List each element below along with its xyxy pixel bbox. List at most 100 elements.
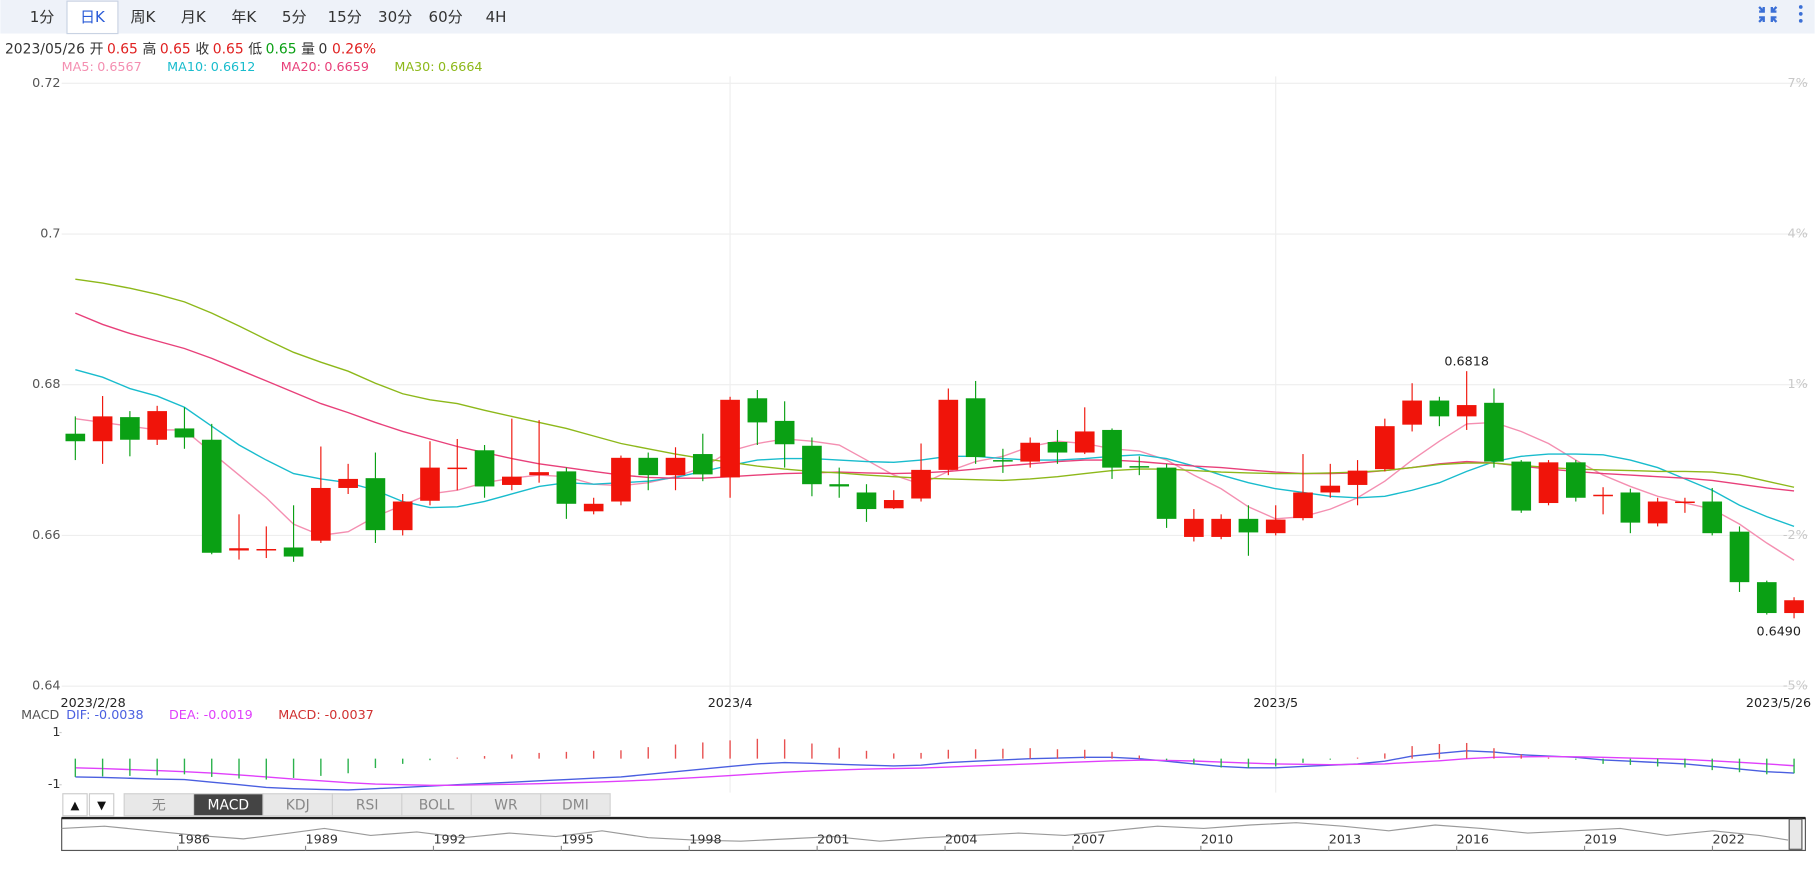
- y2-tick-label: -2%: [1783, 527, 1808, 542]
- candle-body: [802, 445, 822, 485]
- candle-body: [829, 484, 850, 487]
- candle-body: [256, 548, 277, 551]
- navigator-year: 2004: [945, 832, 977, 847]
- macd-bar: [729, 740, 731, 759]
- indicator-tab-label[interactable]: MACD: [208, 797, 250, 813]
- selected-tab-bg: [66, 0, 119, 35]
- navigator-year: 1986: [178, 832, 210, 847]
- indicator-tab-label[interactable]: RSI: [356, 797, 379, 813]
- candle-body: [502, 476, 522, 485]
- candle-body: [120, 417, 140, 440]
- ohlc-label: 量: [301, 42, 315, 58]
- period-tab[interactable]: 15分: [328, 8, 362, 26]
- period-tab[interactable]: 日K: [80, 8, 106, 26]
- candle-body: [392, 501, 413, 531]
- candle-body: [692, 454, 713, 475]
- navigator-year: 1989: [306, 832, 338, 847]
- navigator[interactable]: 1986 1989 1992 1995 1998 2001 2004 2007 2010 2013…: [61, 816, 1806, 852]
- macd-bar: [1329, 758, 1331, 760]
- candle-body: [583, 503, 604, 512]
- arrow-button[interactable]: [62, 793, 88, 817]
- ohlc-value: 0.65: [160, 42, 191, 58]
- ma-line: [75, 369, 1795, 528]
- period-tab[interactable]: 年K: [231, 8, 257, 26]
- candle-body: [1593, 494, 1613, 497]
- candle-body: [65, 433, 86, 442]
- y-tick-label: 0.7: [40, 226, 60, 241]
- indicator-tab[interactable]: [540, 793, 611, 817]
- x-tick-label: 2023/5: [1253, 695, 1298, 710]
- y-tick-label: 0.66: [32, 527, 60, 542]
- arrow-button[interactable]: [88, 793, 115, 817]
- ma-line: [75, 278, 1795, 488]
- period-tab[interactable]: 60分: [429, 8, 463, 26]
- macd-bar: [1438, 744, 1441, 759]
- y2-tick-label: -5%: [1783, 678, 1808, 693]
- candlestick-chart: 0.64 0.66 0.68 0.7 0.72 7% 4% 1% -2% -5% 2023/2/28…: [32, 59, 1811, 793]
- macd-bar: [183, 758, 186, 775]
- candle-body: [1020, 442, 1040, 462]
- candle-body: [1320, 485, 1341, 493]
- candle-body: [1211, 518, 1231, 537]
- navigator-year: 2019: [1585, 832, 1617, 847]
- candle-body: [1729, 531, 1750, 583]
- candle-body: [1265, 519, 1286, 534]
- candle-body: [1347, 470, 1368, 485]
- legend-name: MA30:: [394, 59, 434, 74]
- macd-bar: [1766, 758, 1768, 775]
- indicator-tab-label[interactable]: KDJ: [286, 797, 310, 813]
- candle-body: [1074, 431, 1095, 453]
- indicator-tab-label[interactable]: 无: [152, 797, 166, 813]
- candle-body: [993, 460, 1013, 462]
- y-tick-label: 0.64: [32, 678, 60, 693]
- candle-body: [1102, 429, 1122, 468]
- ohlc-value: 0.65: [213, 42, 244, 58]
- period-tab[interactable]: 月K: [181, 8, 207, 26]
- period-tab[interactable]: 1分: [30, 8, 55, 26]
- ohlc-label: 收: [195, 42, 209, 58]
- macd-bar: [74, 758, 77, 777]
- navigator-handle[interactable]: [1788, 818, 1803, 850]
- candle-body: [1456, 405, 1477, 417]
- legend-value: 0.6664: [438, 59, 483, 74]
- candle-body: [1702, 501, 1723, 534]
- macd-bar: [893, 753, 895, 759]
- macd-bar: [129, 758, 131, 776]
- macd-bar: [1002, 748, 1004, 759]
- macd-bar: [320, 758, 322, 776]
- macd-bar: [429, 758, 431, 761]
- indicator-tab-label[interactable]: DMI: [562, 797, 589, 813]
- macd-line: [75, 755, 1795, 786]
- change: 0.26%: [332, 42, 376, 58]
- candle-body: [447, 467, 468, 470]
- macd-legend: MACD DIF: -0.0038 DEA: -0.0019 MACD: -0.003…: [21, 707, 374, 722]
- legend-value: 0.6567: [97, 59, 142, 74]
- macd-bar: [1111, 751, 1113, 759]
- period-tab[interactable]: 30分: [378, 8, 412, 26]
- macd-bar: [1165, 758, 1168, 761]
- navigator-year: 2010: [1201, 832, 1233, 847]
- indicator-tab-label[interactable]: BOLL: [419, 797, 455, 813]
- extreme-label: 0.6818: [1444, 353, 1489, 368]
- macd-bar: [1684, 758, 1686, 768]
- period-tab[interactable]: 周K: [130, 8, 156, 26]
- navigator-frame: [61, 817, 1806, 852]
- arrow-label[interactable]: ▼: [97, 798, 106, 812]
- y2-tick-label: 4%: [1788, 226, 1808, 241]
- legend-entry: MACD: -0.0037: [278, 707, 374, 722]
- candle-body: [1756, 582, 1777, 614]
- legend-value: 0.6612: [211, 59, 256, 74]
- more-icon[interactable]: [1798, 5, 1803, 23]
- macd-bar: [783, 739, 786, 759]
- fullscreen-icon[interactable]: [1758, 6, 1778, 23]
- candle-body: [883, 500, 904, 509]
- x-tick-label: 2023/5/26: [1746, 695, 1811, 710]
- candle-body: [1647, 501, 1668, 524]
- ma-line: [75, 312, 1795, 492]
- indicator-tab-label[interactable]: WR: [494, 797, 518, 813]
- period-tab[interactable]: 5分: [282, 8, 307, 26]
- candle-body: [420, 467, 440, 501]
- arrow-label[interactable]: ▲: [71, 798, 80, 812]
- period-tab[interactable]: 4H: [486, 8, 507, 26]
- macd-bar: [647, 747, 649, 759]
